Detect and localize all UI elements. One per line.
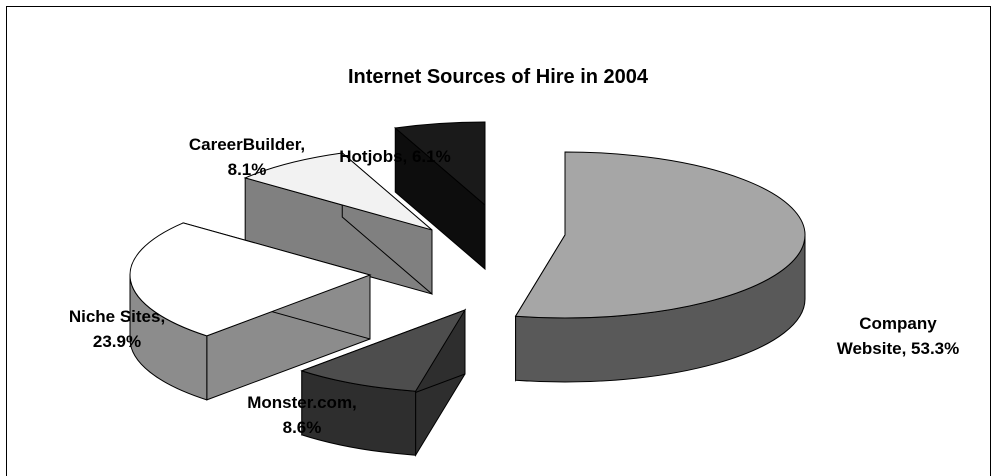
- data-label-company-website: Company Website, 53.3%: [837, 314, 960, 358]
- data-label-line: CareerBuilder,: [189, 135, 305, 154]
- data-label-monster-com: Monster.com, 8.6%: [247, 393, 357, 437]
- pie-slice-company-website: [514, 151, 806, 383]
- data-label-line: 23.9%: [93, 332, 141, 351]
- data-label-line: Hotjobs, 6.1%: [339, 147, 450, 166]
- pie-slice-hotjobs: [394, 121, 486, 271]
- data-label-hotjobs: Hotjobs, 6.1%: [339, 147, 450, 166]
- data-label-niche-sites: Niche Sites, 23.9%: [69, 307, 165, 351]
- data-label-careerbuilder: CareerBuilder, 8.1%: [189, 135, 305, 179]
- pie-slice-top: [514, 151, 806, 319]
- data-label-line: 8.1%: [228, 160, 267, 179]
- data-label-line: 8.6%: [283, 418, 322, 437]
- pie-slice-monster-com: [300, 308, 467, 458]
- pie-slice-careerbuilder: [243, 151, 433, 296]
- pie-slice-top: [300, 309, 467, 392]
- chart-title: Internet Sources of Hire in 2004: [348, 66, 649, 88]
- data-label-line: Website, 53.3%: [837, 339, 960, 358]
- data-label-line: Company: [859, 314, 937, 333]
- pie-slice-niche-sites: [129, 222, 372, 401]
- pie-slice-top: [129, 222, 372, 337]
- pie-slice-top: [243, 152, 433, 231]
- pie-slice-top: [394, 121, 486, 207]
- data-label-line: Niche Sites,: [69, 307, 165, 326]
- data-label-line: Monster.com,: [247, 393, 357, 412]
